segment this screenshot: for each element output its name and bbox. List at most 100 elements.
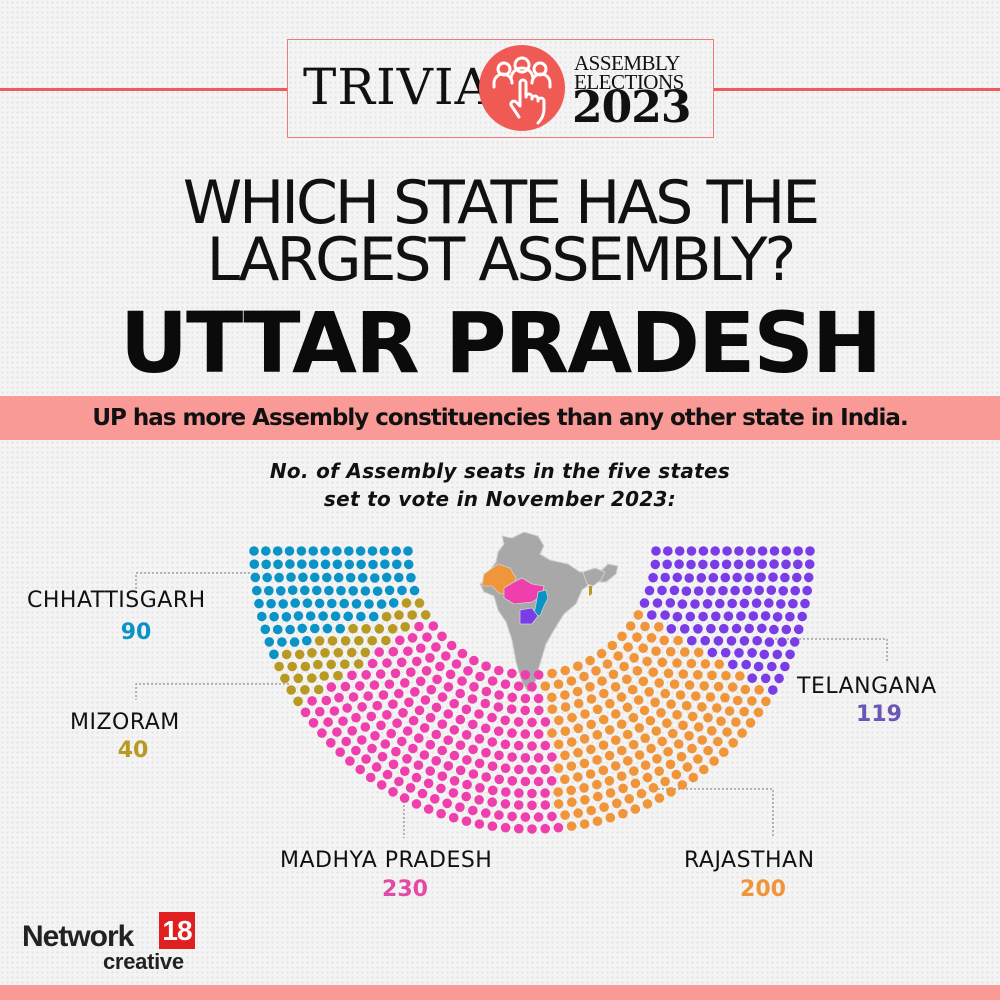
seat-dot [320, 546, 330, 556]
seat-dot [553, 787, 563, 797]
seat-dot [573, 723, 584, 734]
seat-dot [742, 585, 752, 596]
seat-dot [644, 687, 654, 697]
seat-dot [585, 655, 595, 666]
seat-dot [654, 678, 664, 688]
seat-dot [598, 740, 609, 750]
seat-dot [468, 769, 479, 779]
seat-dot [475, 671, 485, 682]
seat-dot [274, 661, 284, 672]
seat-dot [598, 714, 609, 725]
seat-dot [566, 761, 577, 771]
seat-dot [624, 794, 634, 804]
seat-dot [579, 819, 590, 829]
seat-dot [684, 680, 695, 690]
seat-dot [687, 711, 698, 722]
seat-dot [623, 642, 633, 652]
seat-dot [425, 739, 436, 750]
seat-dot [768, 572, 778, 582]
seat-dot [652, 598, 663, 608]
seat-dot [693, 586, 704, 596]
seat-dot [355, 764, 366, 775]
seat-dot [437, 631, 447, 642]
label-madhya-pradesh-value: 230 [382, 877, 428, 902]
seat-dot [766, 585, 777, 595]
seat-dot [604, 750, 615, 761]
seat-dot [547, 692, 557, 703]
seat-dot [308, 718, 319, 728]
seat-dot [361, 624, 371, 634]
seat-dot [513, 740, 524, 751]
seat-dot [567, 797, 577, 807]
seat-dot [514, 823, 524, 834]
seat-dot [672, 572, 683, 583]
seat-dot [300, 661, 311, 672]
seat-dot [741, 659, 751, 670]
seat-dot [617, 631, 627, 642]
seat-dot [430, 794, 440, 804]
seat-dot [366, 711, 377, 722]
question-line-2: LARGEST ASSEMBLY? [206, 225, 797, 295]
seat-dot [579, 783, 589, 793]
seat-dot [527, 765, 537, 775]
seat-dot [672, 611, 683, 622]
seat-dot [777, 637, 787, 647]
seat-dot [443, 682, 454, 692]
seat-dot [622, 702, 633, 713]
seat-dot [333, 670, 343, 681]
seat-dot [520, 705, 530, 716]
seat-dot [642, 772, 653, 783]
seat-dot [567, 712, 577, 723]
seat-dot [513, 800, 524, 810]
seat-dot [513, 717, 524, 727]
seat-dot [355, 681, 365, 691]
seat-dot [573, 661, 583, 671]
seat-dot [533, 729, 544, 739]
seat-dot [803, 572, 814, 583]
seat-dot [696, 573, 707, 583]
seat-dot [307, 673, 317, 683]
seat-dot [740, 684, 751, 695]
seat-dot [317, 728, 327, 738]
seat-dot [269, 649, 279, 660]
seat-dot [757, 559, 767, 569]
seat-dot [286, 572, 296, 582]
seat-dot [628, 739, 639, 750]
seat-dot [540, 788, 550, 798]
seat-dot [711, 611, 721, 622]
seat-dot [412, 656, 422, 667]
seat-dot [691, 691, 701, 701]
seat-dot [264, 637, 275, 647]
seat-dot [592, 704, 603, 715]
seat-dot [747, 648, 757, 658]
seat-dot [632, 632, 642, 642]
seat-dot [469, 655, 479, 666]
seat-dot [449, 750, 460, 761]
seat-dot [500, 679, 511, 689]
seat-dot [487, 737, 498, 747]
seat-dot [660, 688, 670, 699]
seat-dot [395, 635, 405, 646]
seat-dot [348, 586, 359, 596]
seat-dot [356, 611, 366, 622]
seat-dot [278, 599, 289, 609]
seat-dot [602, 659, 613, 669]
seat-dot [732, 572, 742, 583]
seat-dot [586, 744, 596, 755]
seat-dot [703, 745, 713, 756]
seat-dot [437, 692, 448, 702]
seat-dot [613, 651, 623, 661]
seat-dot [707, 726, 717, 736]
seat-dot [397, 736, 407, 747]
seat-dot [604, 776, 615, 786]
seat-dot [487, 821, 498, 831]
seat-dot [344, 559, 355, 570]
seat-dot [605, 812, 616, 823]
seat-dot [682, 762, 693, 772]
seat-dot [361, 754, 371, 764]
seat-dot [381, 611, 392, 622]
seat-dot [654, 622, 664, 632]
seat-dot [289, 637, 300, 647]
seat-dot [666, 787, 676, 797]
seat-dot [622, 674, 632, 685]
